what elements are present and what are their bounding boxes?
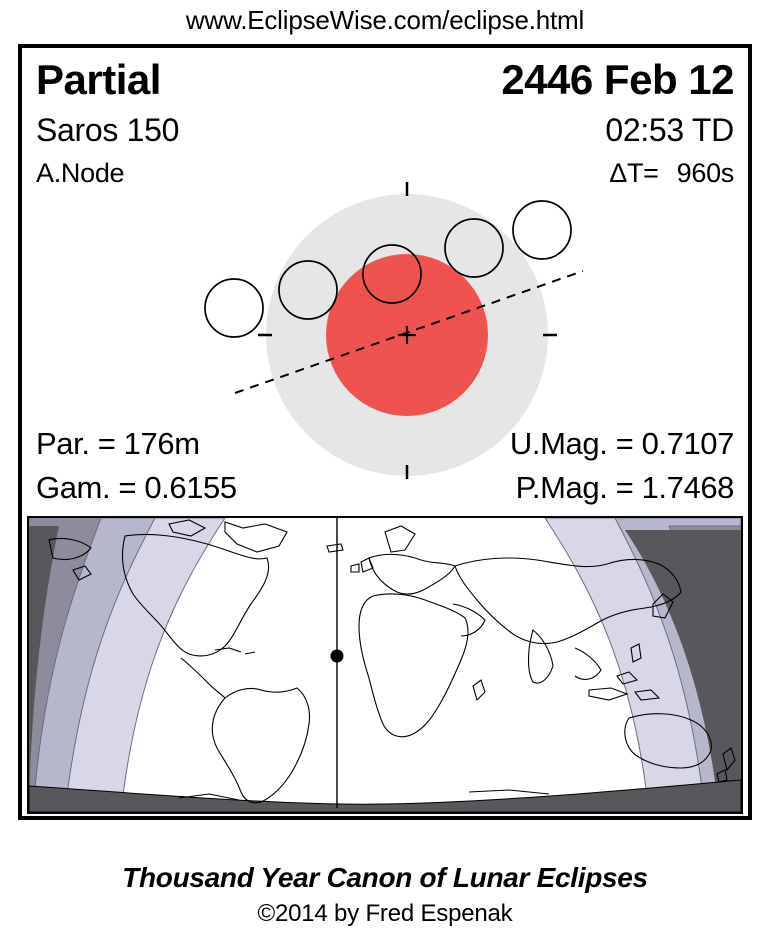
moon-position-p4 (512, 200, 572, 260)
saros-label: Saros 150 (36, 112, 180, 148)
delta-t-label: ΔT= (609, 158, 659, 188)
node-label: A.Node (36, 158, 125, 188)
umbral-mag-value: U.Mag. = 0.7107 (509, 426, 734, 461)
map-zone-not-visible-west (29, 526, 59, 812)
eclipse-date-label: 2446 Feb 12 (501, 56, 734, 103)
eclipse-panel: Partial 2446 Feb 12 Saros 150 02:53 TD A… (18, 44, 752, 820)
delta-t-row: ΔT= 960s (609, 158, 734, 189)
parallax-value: Par. = 176m (36, 426, 200, 461)
map-continent-outlines (48, 519, 736, 804)
shadow-center-cross-icon (398, 326, 416, 344)
moon-position-greatest (362, 244, 422, 304)
copyright-credit: ©2014 by Fred Espenak (257, 900, 513, 927)
canon-title: Thousand Year Canon of Lunar Eclipses (122, 862, 648, 893)
moon-position-p1 (204, 278, 264, 338)
map-zone-not-visible-south (29, 779, 741, 812)
gamma-value: Gam. = 0.6155 (36, 470, 237, 505)
shadow-geometry-diagram (204, 182, 584, 479)
eclipse-type-label: Partial (36, 56, 161, 103)
moon-path-line (234, 270, 584, 394)
delta-t-value: 960s (676, 158, 735, 188)
moon-position-u4 (444, 218, 504, 278)
moon-position-u1 (278, 260, 338, 320)
greatest-eclipse-marker (330, 649, 344, 663)
visibility-map-svg (29, 518, 741, 812)
map-zone-not-visible-east (625, 530, 741, 812)
eclipse-time-label: 02:53 TD (605, 112, 734, 148)
penumbral-mag-value: P.Mag. = 1.7468 (515, 470, 735, 505)
site-url: www.EclipseWise.com/eclipse.html (185, 5, 585, 35)
visibility-map (27, 516, 743, 814)
